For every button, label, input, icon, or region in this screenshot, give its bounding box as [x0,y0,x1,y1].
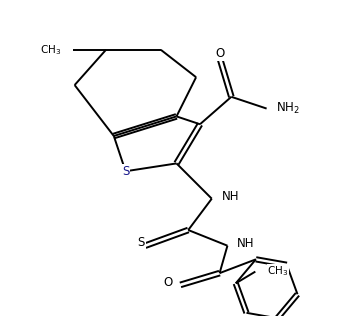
Text: O: O [163,277,173,289]
Text: O: O [215,47,224,60]
Text: NH: NH [222,190,239,203]
Text: S: S [122,165,129,178]
Text: CH$_3$: CH$_3$ [267,265,288,278]
Text: NH$_2$: NH$_2$ [276,101,300,116]
Text: S: S [138,236,145,249]
Text: CH$_3$: CH$_3$ [40,43,61,57]
Text: NH: NH [237,237,255,250]
